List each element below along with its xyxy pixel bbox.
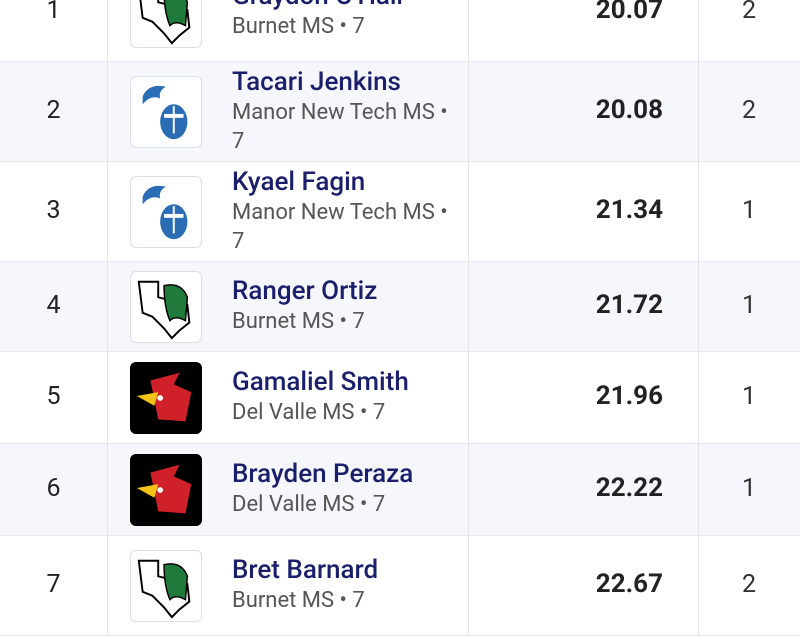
knight-helmet-logo	[130, 176, 202, 248]
school-grade: Manor New Tech MS • 7	[232, 100, 448, 154]
time: 21.72	[595, 290, 663, 320]
column-divider	[698, 536, 699, 635]
column-divider	[107, 0, 108, 61]
heat: 2	[741, 570, 757, 599]
column-divider	[468, 262, 469, 351]
athlete-info: Gamaliel Smith Del Valle MS • 7	[232, 366, 462, 427]
heat: 1	[741, 196, 757, 225]
school-grade: Burnet MS • 7	[232, 588, 365, 613]
column-divider	[698, 0, 699, 61]
column-divider	[107, 352, 108, 443]
athlete-name-link[interactable]: Ranger Ortiz	[232, 276, 378, 306]
athlete-info: Graydon O'Hair Burnet MS • 7	[232, 0, 462, 41]
column-divider	[698, 162, 699, 261]
column-divider	[468, 444, 469, 535]
table-row[interactable]: 7 Bret Barnard Burnet MS • 7 22.67 2	[0, 536, 800, 636]
school-grade: Del Valle MS • 7	[232, 492, 386, 517]
time: 21.96	[595, 381, 663, 411]
table-row[interactable]: 2 Tacari Jenkins Manor New Tech MS • 7 2…	[0, 62, 800, 162]
column-divider	[107, 444, 108, 535]
burnet-texas-logo	[130, 0, 202, 48]
athlete-info: Brayden Peraza Del Valle MS • 7	[232, 458, 462, 519]
knight-helmet-logo	[130, 76, 202, 148]
athlete-name-link[interactable]: Kyael Fagin	[232, 167, 366, 197]
place: 2	[46, 96, 61, 125]
table-row[interactable]: 4 Ranger Ortiz Burnet MS • 7 21.72 1	[0, 262, 800, 352]
burnet-texas-logo	[130, 271, 202, 343]
school-grade: Manor New Tech MS • 7	[232, 200, 448, 254]
time: 22.67	[595, 569, 663, 599]
place: 7	[46, 570, 61, 599]
athlete-name-link[interactable]: Bret Barnard	[232, 555, 379, 585]
school-grade: Burnet MS • 7	[232, 309, 365, 334]
column-divider	[107, 536, 108, 635]
athlete-name-link[interactable]: Tacari Jenkins	[232, 67, 401, 97]
column-divider	[468, 536, 469, 635]
column-divider	[698, 352, 699, 443]
time: 22.22	[595, 473, 663, 503]
heat: 1	[741, 291, 757, 320]
cardinal-logo	[130, 454, 202, 526]
athlete-info: Kyael Fagin Manor New Tech MS • 7	[232, 166, 462, 256]
column-divider	[698, 444, 699, 535]
heat: 1	[741, 382, 757, 411]
column-divider	[468, 62, 469, 161]
column-divider	[468, 162, 469, 261]
column-divider	[107, 62, 108, 161]
athlete-info: Bret Barnard Burnet MS • 7	[232, 554, 462, 615]
place: 5	[46, 382, 61, 411]
place: 1	[46, 0, 61, 25]
athlete-name-link[interactable]: Graydon O'Hair	[232, 0, 462, 12]
column-divider	[468, 352, 469, 443]
column-divider	[468, 0, 469, 61]
burnet-texas-logo	[130, 550, 202, 622]
column-divider	[107, 262, 108, 351]
column-divider	[107, 162, 108, 261]
table-row[interactable]: 3 Kyael Fagin Manor New Tech MS • 7 21.3…	[0, 162, 800, 262]
cardinal-logo	[130, 362, 202, 434]
athlete-info: Ranger Ortiz Burnet MS • 7	[232, 275, 462, 336]
time: 20.08	[595, 95, 663, 125]
time: 20.07	[595, 0, 663, 25]
heat: 2	[741, 96, 757, 125]
table-row[interactable]: 1 Graydon O'Hair Burnet MS • 7 20.07 2	[0, 0, 800, 62]
athlete-info: Tacari Jenkins Manor New Tech MS • 7	[232, 66, 462, 156]
heat: 1	[741, 474, 757, 503]
place: 6	[46, 474, 61, 503]
table-row[interactable]: 5 Gamaliel Smith Del Valle MS • 7 21.96 …	[0, 352, 800, 444]
time: 21.34	[595, 195, 663, 225]
school-grade: Del Valle MS • 7	[232, 400, 386, 425]
place: 4	[46, 291, 61, 320]
column-divider	[698, 262, 699, 351]
table-row[interactable]: 6 Brayden Peraza Del Valle MS • 7 22.22 …	[0, 444, 800, 536]
heat: 2	[741, 0, 757, 25]
school-grade: Burnet MS • 7	[232, 14, 365, 39]
athlete-name-link[interactable]: Gamaliel Smith	[232, 367, 409, 397]
athlete-name-link[interactable]: Brayden Peraza	[232, 459, 414, 489]
column-divider	[698, 62, 699, 161]
place: 3	[46, 196, 61, 225]
